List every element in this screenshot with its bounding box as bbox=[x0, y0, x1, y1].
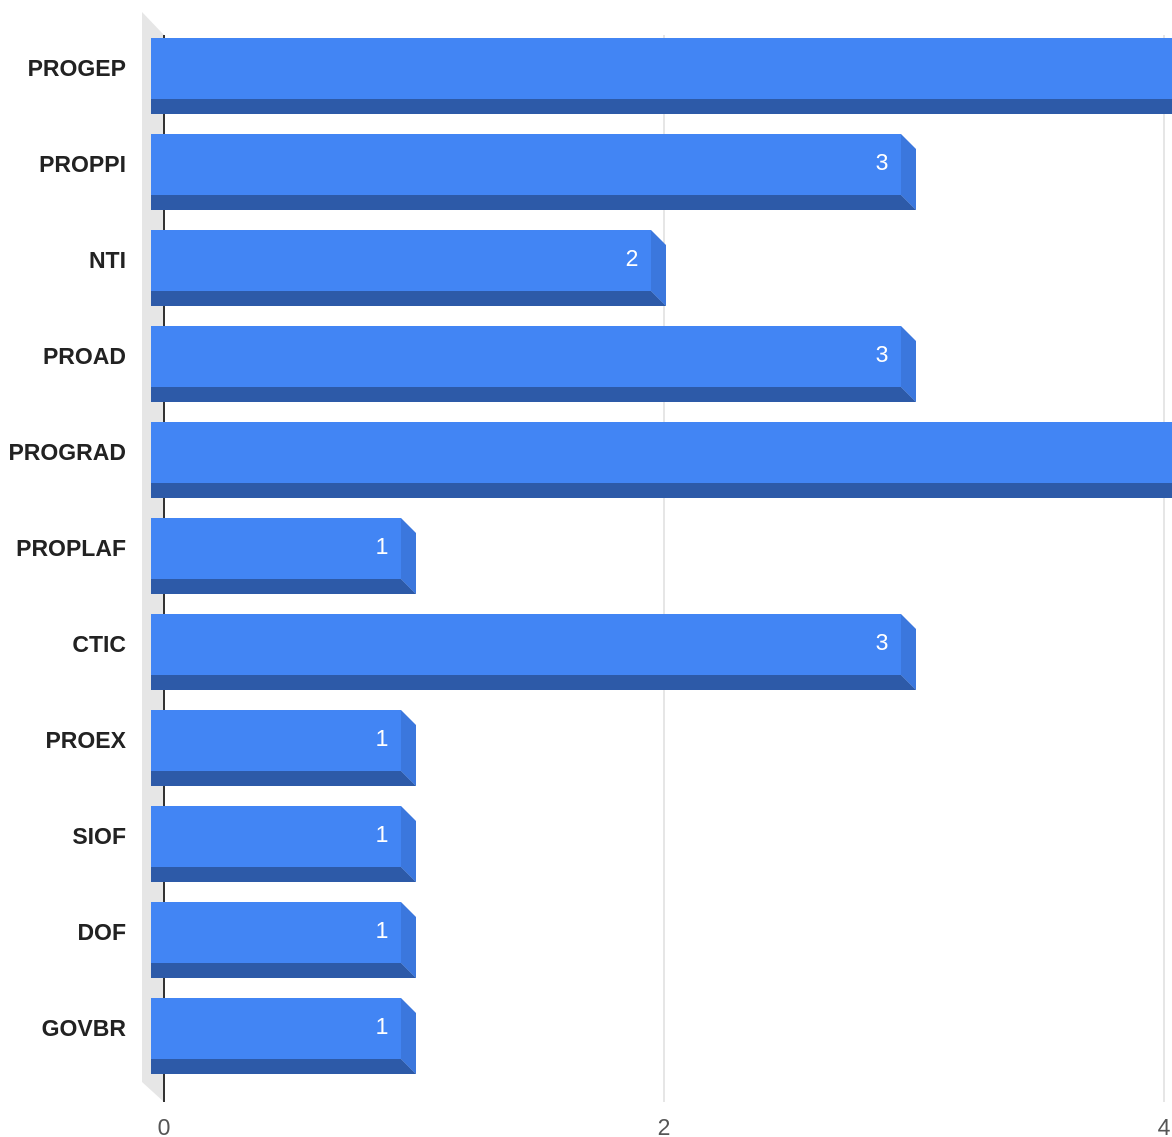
bar-data-label: 1 bbox=[376, 1013, 389, 1039]
bar-front-face bbox=[151, 230, 651, 291]
bar-bottom-face bbox=[151, 771, 416, 786]
bar: 7 bbox=[151, 422, 1172, 498]
bar: 3 bbox=[151, 326, 916, 402]
bar: 1 bbox=[151, 902, 416, 978]
bars: 7 3 2 3 7 1 3 1 1 1 1 bbox=[151, 38, 1172, 1074]
bar: 1 bbox=[151, 710, 416, 786]
bar-bottom-face bbox=[151, 579, 416, 594]
bar: 3 bbox=[151, 614, 916, 690]
bar: 1 bbox=[151, 998, 416, 1074]
category-label: PROGRAD bbox=[8, 439, 126, 465]
category-label: SIOF bbox=[72, 823, 126, 849]
x-tick-label: 2 bbox=[658, 1114, 671, 1137]
bar-data-label: 3 bbox=[876, 629, 889, 655]
gridlines bbox=[663, 35, 1165, 1102]
bar: 1 bbox=[151, 806, 416, 882]
bar-data-label: 3 bbox=[876, 341, 889, 367]
bar-data-label: 1 bbox=[376, 821, 389, 847]
bar-bottom-face bbox=[151, 99, 1172, 114]
bar-front-face bbox=[151, 422, 1172, 483]
x-tick-label: 4 bbox=[1158, 1114, 1171, 1137]
bar-side-face bbox=[401, 806, 416, 882]
category-label: GOVBR bbox=[42, 1015, 127, 1041]
bar-bottom-face bbox=[151, 963, 416, 978]
bar: 3 bbox=[151, 134, 916, 210]
bar-data-label: 1 bbox=[376, 725, 389, 751]
bar-side-face bbox=[901, 614, 916, 690]
bar-bottom-face bbox=[151, 387, 916, 402]
bar-side-face bbox=[901, 134, 916, 210]
bar-bottom-face bbox=[151, 675, 916, 690]
bar: 7 bbox=[151, 38, 1172, 114]
bar-side-face bbox=[401, 518, 416, 594]
bar-side-face bbox=[401, 902, 416, 978]
bar-front-face bbox=[151, 614, 901, 675]
bar-front-face bbox=[151, 902, 401, 963]
bar-side-face bbox=[651, 230, 666, 306]
bar-side-face bbox=[401, 998, 416, 1074]
category-label: PROGEP bbox=[28, 55, 126, 81]
bar-front-face bbox=[151, 710, 401, 771]
category-label: NTI bbox=[89, 247, 126, 273]
bar-data-label: 1 bbox=[376, 533, 389, 559]
bar-front-face bbox=[151, 38, 1172, 99]
category-label: PROEX bbox=[45, 727, 126, 753]
bar-data-label: 1 bbox=[376, 917, 389, 943]
bar-bottom-face bbox=[151, 1059, 416, 1074]
bar: 1 bbox=[151, 518, 416, 594]
bar-data-label: 3 bbox=[876, 149, 889, 175]
bar-side-face bbox=[901, 326, 916, 402]
bar-front-face bbox=[151, 326, 901, 387]
bar: 2 bbox=[151, 230, 666, 306]
bar-front-face bbox=[151, 806, 401, 867]
bar-bottom-face bbox=[151, 483, 1172, 498]
category-label: PROPLAF bbox=[16, 535, 126, 561]
category-label: CTIC bbox=[72, 631, 126, 657]
bar-bottom-face bbox=[151, 867, 416, 882]
bar-bottom-face bbox=[151, 291, 666, 306]
x-tick-labels: 02468 bbox=[158, 1114, 1171, 1137]
bar-data-label: 2 bbox=[626, 245, 639, 271]
category-label: PROPPI bbox=[39, 151, 126, 177]
category-label: PROAD bbox=[43, 343, 126, 369]
bar-front-face bbox=[151, 134, 901, 195]
bar-bottom-face bbox=[151, 195, 916, 210]
x-tick-label: 0 bbox=[158, 1114, 171, 1137]
bar-side-face bbox=[401, 710, 416, 786]
category-labels: PROGEP PROPPI NTI PROAD PROGRAD PROPLAF CTIC PR… bbox=[8, 55, 126, 1041]
category-label: DOF bbox=[77, 919, 126, 945]
bar-front-face bbox=[151, 998, 401, 1059]
bar-front-face bbox=[151, 518, 401, 579]
